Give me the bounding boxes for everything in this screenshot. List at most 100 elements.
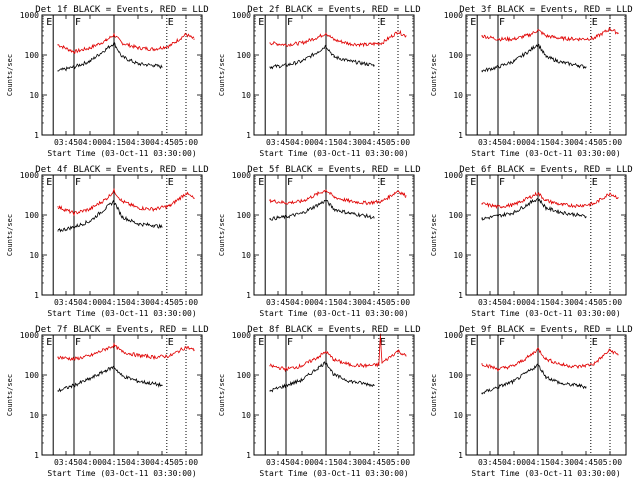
events-data-point bbox=[373, 385, 374, 386]
flag-label: F bbox=[499, 17, 505, 28]
plot-frame bbox=[42, 15, 202, 135]
flag-label: E bbox=[258, 17, 264, 28]
flag-label: E bbox=[168, 177, 174, 188]
lld-data-point bbox=[121, 201, 122, 202]
lld-data-point bbox=[57, 44, 58, 45]
events-data-point bbox=[301, 61, 302, 62]
flag-label: E bbox=[168, 17, 174, 28]
events-data-point bbox=[153, 225, 154, 226]
x-tick-label: 04:15 bbox=[102, 298, 126, 307]
x-axis-label: Start Time (03-Oct-11 03:30:00) bbox=[471, 149, 620, 158]
lld-data-point bbox=[405, 355, 406, 356]
x-tick-label: 05:00 bbox=[174, 458, 198, 467]
x-tick-label: 04:45 bbox=[362, 138, 386, 147]
y-tick-label: 1 bbox=[458, 131, 463, 140]
lld-data-point bbox=[89, 209, 90, 210]
y-tick-label: 1 bbox=[246, 451, 251, 460]
lld-data-point bbox=[529, 355, 530, 356]
y-tick-label: 100 bbox=[25, 51, 40, 60]
lld-data-point bbox=[73, 213, 74, 214]
flag-label: F bbox=[499, 177, 505, 188]
y-axis-label: Counts/sec bbox=[6, 214, 14, 256]
lld-data-point bbox=[365, 365, 366, 366]
y-tick-label: 10 bbox=[29, 411, 39, 420]
flag-label: E bbox=[592, 17, 598, 28]
events-data-point bbox=[561, 383, 562, 384]
lld-data-point bbox=[577, 38, 578, 39]
y-tick-label: 10 bbox=[453, 91, 463, 100]
lld-data-point bbox=[349, 43, 350, 44]
x-tick-label: 05:00 bbox=[598, 458, 622, 467]
flag-label: E bbox=[380, 17, 386, 28]
x-tick-label: 04:30 bbox=[338, 298, 362, 307]
lld-data-point bbox=[545, 200, 546, 201]
lld-data-point bbox=[537, 193, 538, 194]
x-tick-label: 04:45 bbox=[150, 458, 174, 467]
events-data-point bbox=[349, 213, 350, 214]
lld-data-point bbox=[185, 193, 186, 194]
y-tick-label: 1 bbox=[458, 451, 463, 460]
y-tick-label: 100 bbox=[449, 51, 464, 60]
events-data-point bbox=[153, 65, 154, 66]
events-data-point bbox=[365, 63, 366, 64]
events-data-point bbox=[325, 45, 326, 46]
x-tick-label: 04:00 bbox=[290, 298, 314, 307]
lld-data-point bbox=[333, 197, 334, 198]
events-data-point bbox=[481, 70, 482, 71]
flag-label: E bbox=[46, 177, 52, 188]
y-tick-label: 1000 bbox=[232, 331, 251, 340]
events-data-point bbox=[537, 43, 538, 44]
detector-lightcurve-grid: Det 1f BLACK = Events, RED = LLDCounts/s… bbox=[0, 0, 640, 480]
x-tick-label: 05:00 bbox=[174, 138, 198, 147]
lld-data-point bbox=[105, 348, 106, 349]
lld-series-line bbox=[482, 193, 618, 208]
events-data-point bbox=[113, 201, 114, 202]
events-data-point bbox=[269, 66, 270, 67]
y-axis-label: Counts/sec bbox=[218, 214, 226, 256]
y-tick-label: 10 bbox=[241, 251, 251, 260]
lld-data-point bbox=[121, 351, 122, 352]
events-data-point bbox=[73, 66, 74, 67]
flag-label: E bbox=[470, 177, 476, 188]
flag-label: E bbox=[470, 17, 476, 28]
events-data-point bbox=[161, 226, 162, 227]
x-tick-label: 04:15 bbox=[102, 138, 126, 147]
x-tick-label: 03:45 bbox=[266, 458, 290, 467]
events-data-point bbox=[577, 385, 578, 386]
lld-data-point bbox=[529, 197, 530, 198]
events-data-point bbox=[529, 370, 530, 371]
lld-data-point bbox=[381, 362, 382, 363]
flag-label: E bbox=[592, 337, 598, 348]
plot-frame bbox=[254, 175, 414, 295]
panel-title: Det 5f BLACK = Events, RED = LLD bbox=[247, 165, 420, 175]
events-data-point bbox=[57, 390, 58, 391]
x-tick-label: 04:30 bbox=[126, 138, 150, 147]
x-tick-label: 04:15 bbox=[314, 138, 338, 147]
events-data-point bbox=[269, 218, 270, 219]
events-data-point bbox=[325, 362, 326, 363]
lld-data-point bbox=[137, 47, 138, 48]
y-tick-label: 1000 bbox=[444, 11, 463, 20]
events-data-point bbox=[121, 375, 122, 376]
x-tick-label: 04:45 bbox=[150, 138, 174, 147]
lld-data-point bbox=[193, 198, 194, 199]
lld-series-line bbox=[58, 189, 194, 215]
lld-data-point bbox=[317, 37, 318, 38]
plot-frame bbox=[254, 335, 414, 455]
lld-data-point bbox=[333, 39, 334, 40]
lld-data-point bbox=[381, 42, 382, 43]
events-data-point bbox=[513, 381, 514, 382]
x-tick-label: 04:45 bbox=[574, 138, 598, 147]
events-data-point bbox=[349, 61, 350, 62]
lld-data-point bbox=[365, 202, 366, 203]
lld-data-point bbox=[153, 357, 154, 358]
flag-label: F bbox=[75, 177, 81, 188]
y-axis-label: Counts/sec bbox=[430, 214, 438, 256]
y-axis-label: Counts/sec bbox=[430, 374, 438, 416]
plot-frame bbox=[466, 175, 626, 295]
x-tick-label: 04:45 bbox=[362, 298, 386, 307]
y-axis-label: Counts/sec bbox=[218, 374, 226, 416]
events-data-point bbox=[513, 212, 514, 213]
lld-data-point bbox=[57, 206, 58, 207]
flag-label: E bbox=[380, 177, 386, 188]
